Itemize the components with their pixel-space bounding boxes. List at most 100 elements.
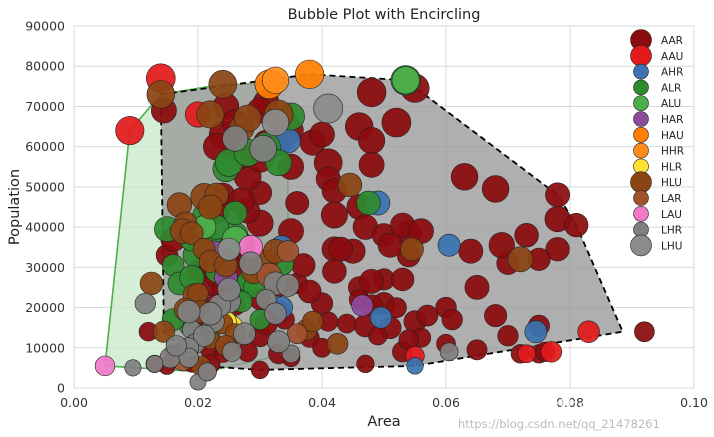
legend-label: AHR (661, 67, 683, 79)
legend-label: ALU (661, 98, 681, 110)
bubble-point (134, 292, 156, 315)
bubble-point (564, 213, 589, 238)
bubble-point (297, 279, 322, 304)
y-tick-label: 50000 (25, 179, 65, 194)
bubble-point (466, 339, 488, 361)
y-tick-label: 0 (57, 381, 65, 396)
legend-marker (630, 234, 652, 257)
legend-label: LAU (661, 209, 682, 221)
bubble-point (196, 100, 225, 129)
legend-marker (630, 171, 652, 193)
bubble-point (233, 104, 262, 133)
bubble-point (276, 273, 300, 297)
y-tick-label: 90000 (25, 19, 65, 34)
legend: AAR AAU AHR ALR ALU HAR HAU HHR HLR HLU LAR LAU LHR L… (630, 29, 684, 257)
bubble-point (198, 301, 223, 326)
x-tick-label: 0.06 (432, 395, 460, 410)
watermark-text: 知乎 @python生物人 (473, 395, 660, 417)
bubble-point (222, 125, 249, 152)
bubble-point (439, 342, 459, 362)
bubble-point (337, 172, 363, 198)
x-tick-label: 0.04 (308, 395, 336, 410)
bubble-point (545, 237, 570, 262)
bubble-point (369, 306, 392, 329)
legend-marker (633, 63, 649, 80)
legend-label: HLR (661, 161, 682, 173)
bubble-point (507, 246, 534, 273)
bubble-point (94, 355, 116, 377)
bubble-point (356, 77, 387, 108)
bubble-point (238, 251, 263, 276)
bubble-point (222, 341, 243, 362)
bubble-point (359, 268, 385, 294)
bubble-point (233, 322, 256, 346)
bubble-point (484, 304, 508, 328)
bubble-point (322, 259, 347, 284)
y-tick-label: 10000 (25, 340, 65, 355)
bubble-point (406, 357, 424, 375)
bubble-point (208, 70, 238, 99)
bubble-point (328, 236, 354, 262)
bubble-point (524, 320, 548, 344)
bubble-point (320, 201, 348, 229)
bubble-point (115, 116, 145, 146)
x-tick-label: 0.00 (60, 395, 88, 410)
legend-label: HAR (661, 114, 683, 126)
bubble-point (351, 294, 374, 317)
bubble-point (577, 320, 600, 343)
bubble-point (313, 93, 344, 124)
y-tick-labels: 0 10000 20000 30000 40000 50000 60000 70000 8000… (25, 19, 65, 396)
bubble-point (152, 320, 175, 343)
y-tick-label: 40000 (25, 220, 65, 235)
bubble-point (545, 182, 571, 208)
bubble-point (267, 330, 290, 354)
y-tick-label: 20000 (25, 300, 65, 315)
bubble-point (497, 325, 519, 347)
legend-marker (633, 127, 649, 143)
bubble-point (177, 299, 201, 324)
bubble-point (358, 127, 386, 155)
bubble-point (391, 66, 420, 95)
y-tick-label: 60000 (25, 139, 65, 154)
legend-label: LHU (661, 240, 682, 252)
bubble-point (264, 302, 287, 325)
bubble-point (302, 310, 324, 333)
legend-marker (633, 206, 649, 222)
chart-title: Bubble Plot with Encircling (288, 7, 481, 23)
bubble-point (514, 223, 539, 248)
legend-marker (633, 190, 649, 206)
legend-label: AAU (661, 51, 683, 63)
bubble-point (358, 151, 385, 178)
bubble-point (368, 326, 388, 346)
legend-label: ALR (661, 82, 681, 94)
bubble-point (399, 237, 424, 262)
legend-marker (633, 79, 649, 96)
bubble-point (458, 238, 484, 264)
bubble-point (634, 321, 655, 343)
legend-label: AAR (661, 35, 683, 47)
bubble-point (217, 237, 241, 261)
bubble-point (146, 80, 176, 109)
y-tick-label: 30000 (25, 260, 65, 275)
bubble-point (217, 277, 241, 302)
legend-label: LAR (661, 193, 682, 205)
bubble-point (250, 360, 270, 380)
bubble-point (139, 271, 164, 296)
bubble-point (180, 221, 204, 245)
y-axis-label: Population (7, 169, 23, 245)
bubble-point (124, 359, 142, 377)
bubble-point (249, 135, 277, 163)
bubble-point (356, 190, 381, 216)
legend-label: HHR (661, 146, 684, 158)
bubble-point (390, 267, 415, 292)
y-tick-label: 70000 (25, 99, 65, 114)
bubble-point (385, 297, 407, 319)
bubble-point (276, 240, 300, 263)
x-tick-label: 0.02 (184, 395, 212, 410)
bubble-point (286, 323, 308, 345)
bubble-point (464, 274, 490, 300)
bubble-point (450, 163, 479, 191)
bubble-point (295, 59, 325, 89)
bubble-points (94, 59, 655, 391)
bubble-point (441, 309, 463, 331)
